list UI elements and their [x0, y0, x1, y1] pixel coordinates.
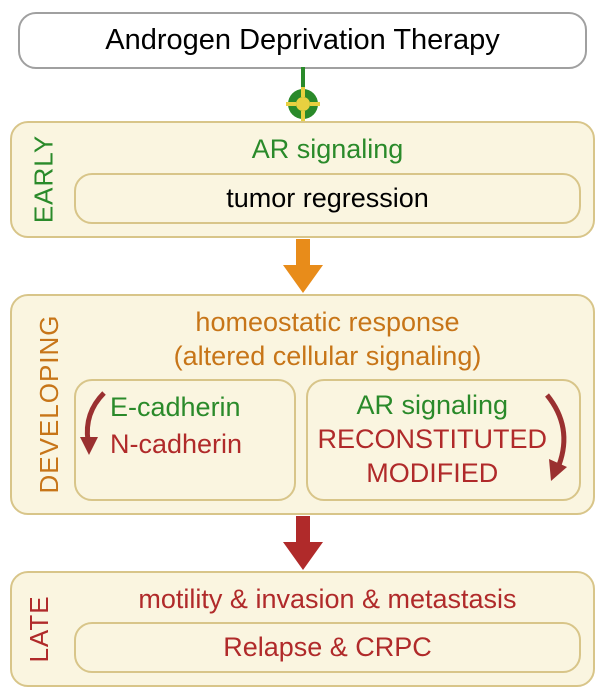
curved-arrow-left-icon: [78, 387, 114, 467]
developing-content: homeostatic response (altered cellular s…: [62, 296, 593, 513]
arrow-early-developing: [10, 238, 595, 296]
modified-text: MODIFIED: [366, 458, 498, 488]
developing-title-line2: (altered cellular signaling): [174, 341, 482, 371]
early-label: EARLY: [29, 135, 60, 223]
e-cadherin-text: E-cadherin: [110, 392, 241, 422]
early-inner-text: tumor regression: [226, 183, 429, 213]
top-therapy-box: Androgen Deprivation Therapy: [18, 12, 587, 69]
late-inner-text: Relapse & CRPC: [223, 632, 432, 662]
top-title: Androgen Deprivation Therapy: [105, 24, 499, 56]
arrow-developing-late: [10, 515, 595, 573]
orange-arrow-icon: [279, 239, 327, 295]
developing-row: E-cadherin N-cadherin AR signaling RECON…: [74, 379, 581, 500]
early-phase-box: EARLY AR signaling tumor regression: [10, 121, 595, 238]
late-phase-box: LATE motility & invasion & metastasis Re…: [10, 571, 595, 688]
ar-signaling-box: AR signaling RECONSTITUTED MODIFIED: [306, 379, 582, 500]
n-cadherin-text: N-cadherin: [110, 429, 242, 459]
cadherin-box: E-cadherin N-cadherin: [74, 379, 296, 500]
curved-arrow-right-icon: [539, 387, 579, 487]
target-icon: [286, 87, 320, 121]
developing-title: homeostatic response (altered cellular s…: [74, 306, 581, 374]
early-inner-box: tumor regression: [74, 173, 581, 224]
late-content: motility & invasion & metastasis Relapse…: [62, 573, 593, 686]
late-inner-box: Relapse & CRPC: [74, 622, 581, 673]
developing-title-line1: homeostatic response: [195, 307, 459, 337]
developing-label: DEVELOPING: [34, 315, 65, 494]
late-label: LATE: [24, 595, 55, 662]
late-title: motility & invasion & metastasis: [74, 583, 581, 617]
ar-signaling-text: AR signaling: [356, 390, 508, 420]
connector-top-early: [10, 69, 595, 123]
early-title: AR signaling: [74, 133, 581, 167]
developing-phase-box: DEVELOPING homeostatic response (altered…: [10, 294, 595, 515]
early-content: AR signaling tumor regression: [62, 123, 593, 236]
red-arrow-icon: [279, 516, 327, 572]
reconstituted-text: RECONSTITUTED: [318, 424, 548, 454]
